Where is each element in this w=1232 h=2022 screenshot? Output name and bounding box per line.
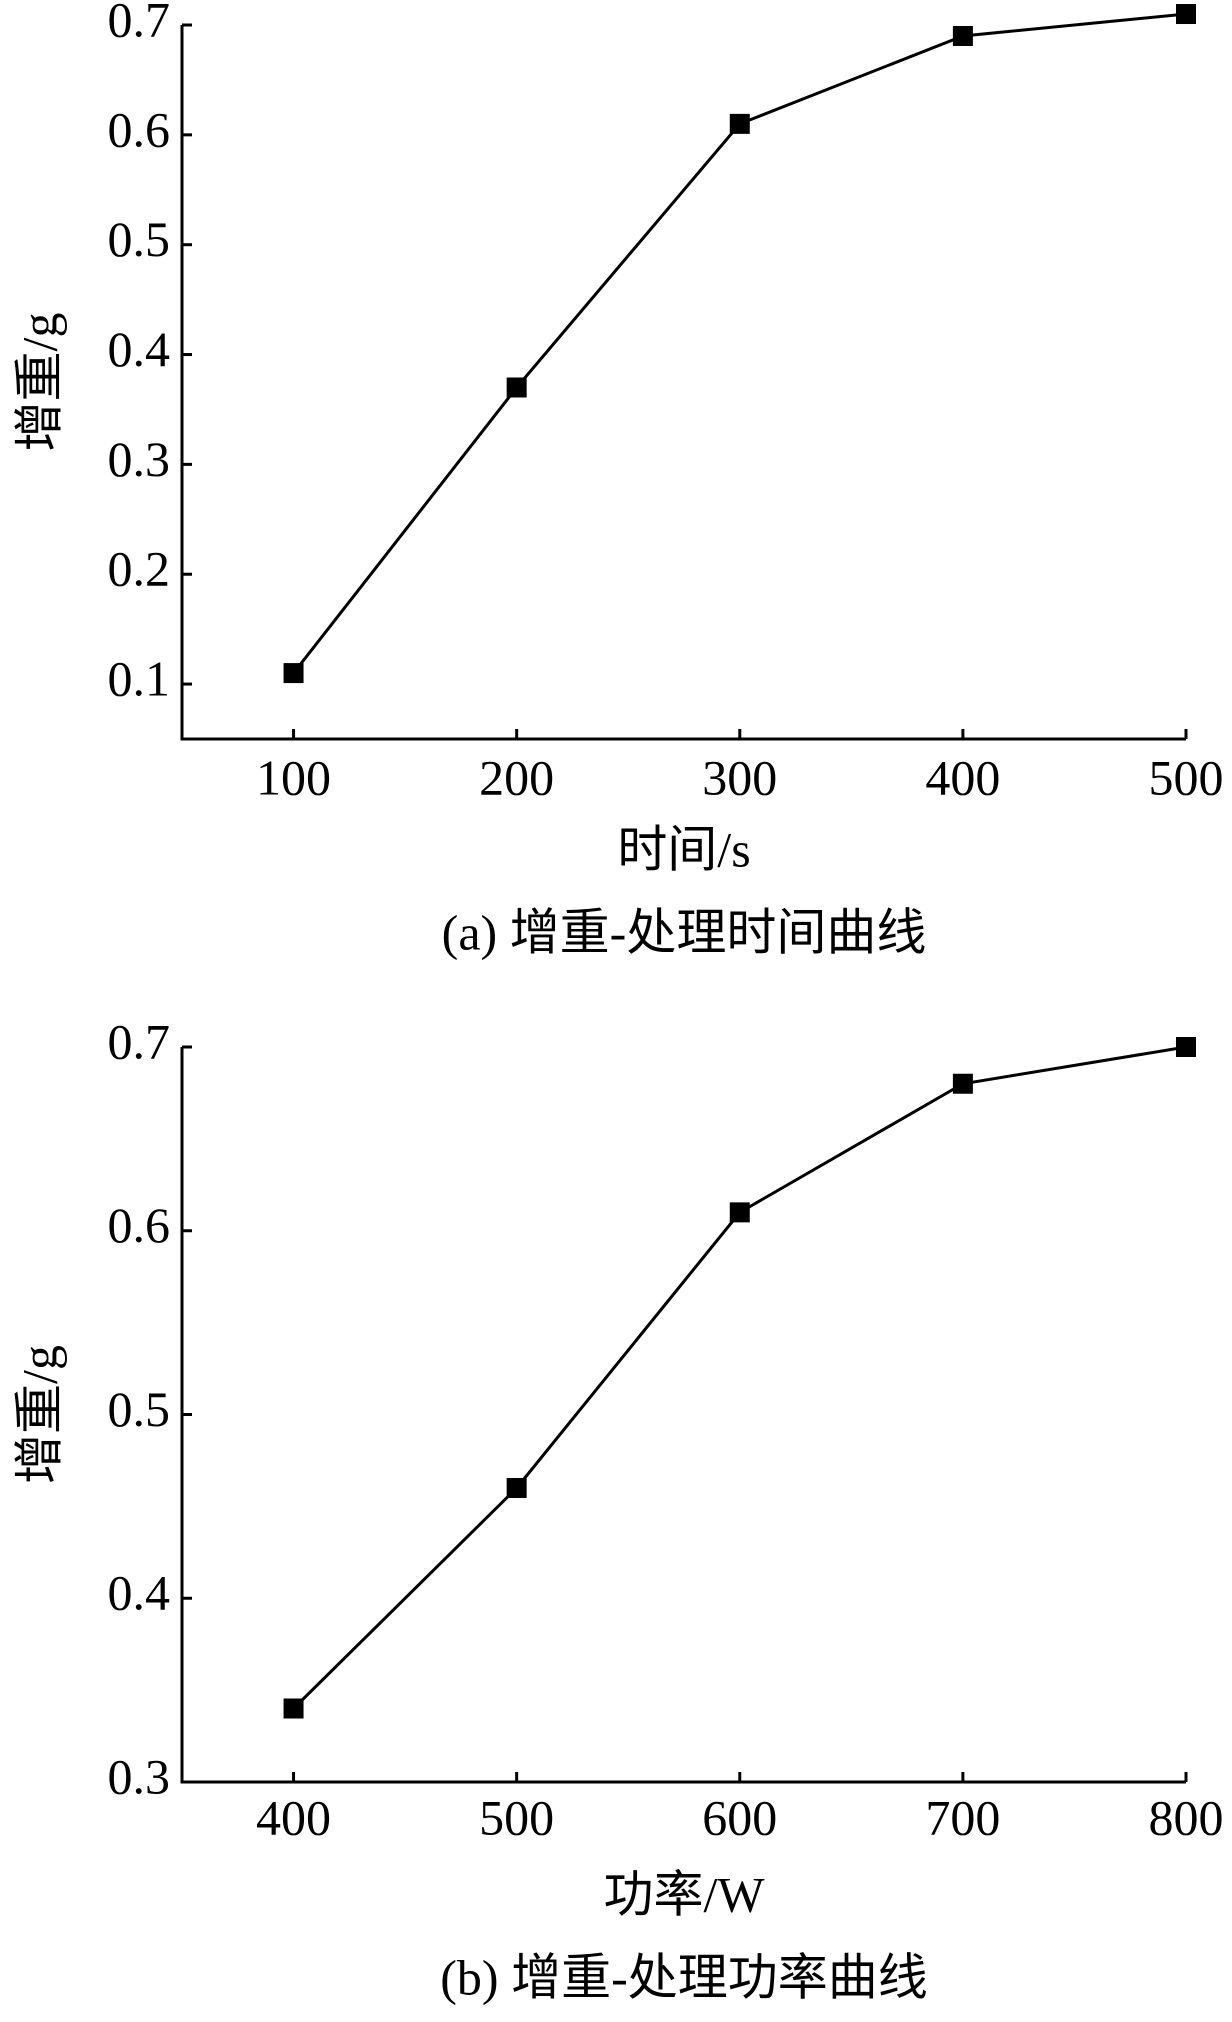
data-point	[506, 377, 527, 398]
data-point	[729, 113, 750, 134]
caption: (b) 增重-处理功率曲线	[440, 1949, 927, 2005]
y-tick-label: 0.5	[108, 211, 171, 267]
y-tick-label: 0.4	[108, 1565, 171, 1621]
y-tick-label: 0.3	[108, 431, 171, 487]
y-tick-label: 0.5	[108, 1381, 171, 1437]
data-line	[292, 1045, 1187, 1710]
data-point	[283, 1698, 304, 1719]
data-point	[729, 1202, 750, 1223]
x-tick-label: 500	[1149, 749, 1224, 805]
data-point	[506, 1478, 527, 1498]
y-axis-title: 增重/g	[11, 1345, 67, 1484]
y-tick-label: 0.1	[108, 651, 171, 707]
y-tick-label: 0.3	[108, 1748, 171, 1804]
x-tick-label: 500	[479, 1789, 554, 1845]
x-axis-title: 功率/W	[603, 1866, 765, 1922]
data-point	[952, 25, 973, 46]
y-tick-label: 0.4	[108, 321, 171, 377]
x-tick-label: 800	[1149, 1789, 1224, 1845]
y-axis-title: 增重/g	[11, 313, 67, 452]
data-point	[1176, 1037, 1196, 1057]
data-line	[292, 12, 1187, 675]
x-tick-label: 100	[256, 749, 331, 805]
x-tick-label: 400	[925, 749, 1000, 805]
data-point	[283, 663, 304, 684]
y-tick-label: 0.7	[108, 1013, 171, 1069]
x-tick-label: 700	[925, 1789, 1000, 1845]
x-tick-label: 300	[702, 749, 777, 805]
y-tick-label: 0.6	[108, 1197, 171, 1253]
data-point	[952, 1073, 973, 1094]
axes	[180, 25, 1186, 741]
y-tick-label: 0.2	[108, 541, 171, 597]
y-tick-label: 0.6	[108, 101, 171, 157]
data-point	[1176, 4, 1196, 25]
x-tick-label: 200	[479, 749, 554, 805]
x-tick-label: 400	[256, 1789, 331, 1845]
x-tick-label: 600	[702, 1789, 777, 1845]
caption: (a) 增重-处理时间曲线	[442, 904, 927, 960]
x-axis-title: 时间/s	[617, 821, 750, 877]
y-tick-label: 0.7	[108, 0, 171, 47]
